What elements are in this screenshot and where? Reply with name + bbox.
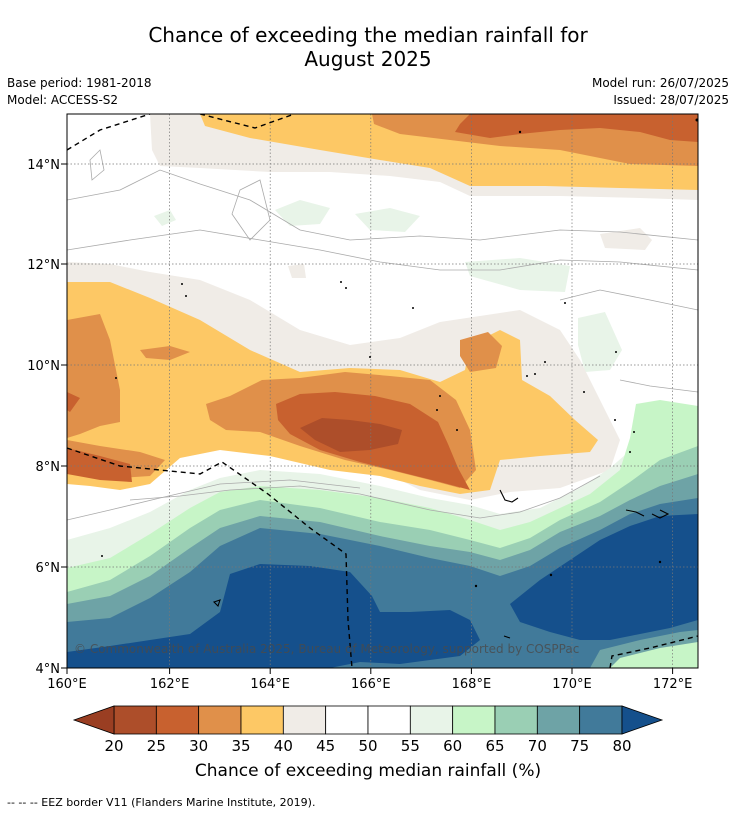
colorbar-segment	[282, 705, 327, 735]
eez-borders	[67, 114, 698, 668]
colorbar-tick-label: 40	[274, 737, 293, 755]
colorbar-low-extension	[72, 705, 115, 735]
region-25-30-mid	[67, 392, 470, 490]
graticule	[67, 114, 698, 668]
chart-title-line-2: August 2025	[304, 47, 432, 71]
colorbar-tick-label: 35	[231, 737, 250, 755]
patch-green-1	[275, 200, 330, 226]
patch-green-5	[154, 210, 176, 226]
lon-tick-label: 170°E	[552, 677, 592, 692]
lon-tick-label: 162°E	[150, 677, 190, 692]
colorbar-tick-label: 25	[147, 737, 166, 755]
region-60-65-bottom-right	[610, 642, 698, 668]
colorbar-tick-label: 55	[401, 737, 420, 755]
colorbar-segment	[536, 705, 581, 735]
patch-green-3	[465, 258, 570, 292]
colorbar-high-extension	[621, 705, 664, 735]
lat-tick-label: 14°N	[27, 158, 60, 173]
region-20-25-mid	[300, 418, 402, 452]
map-frame	[66, 113, 699, 669]
patch-green-4	[578, 312, 622, 372]
model-label: Model: ACCESS-S2	[7, 93, 119, 107]
colorbar-segment	[198, 705, 242, 735]
model-run-label: Model run: 26/07/2025	[591, 76, 729, 90]
map-plot-area: © Commonwealth of Australia 2025, Bureau…	[67, 114, 698, 668]
patch-cream-1	[600, 228, 652, 250]
colorbar-title: Chance of exceeding median rainfall (%)	[194, 761, 542, 781]
eez-border-note: -- -- -- EEZ border V11 (Flanders Marine…	[7, 796, 316, 809]
colorbar-tick-label: 75	[570, 737, 589, 755]
lon-tick-label: 172°E	[653, 677, 693, 692]
colorbar-tick-label: 30	[189, 737, 208, 755]
colorbar-segment	[325, 705, 369, 735]
lat-tick-label: 8°N	[36, 460, 61, 475]
lon-tick-label: 160°E	[47, 677, 87, 692]
colorbar-segment	[579, 705, 623, 735]
colorbar-tick-label: 50	[358, 737, 377, 755]
issued-label: Issued: 28/07/2025	[613, 93, 729, 107]
lat-tick-label: 6°N	[36, 561, 61, 576]
colorbar-tick-label: 70	[528, 737, 547, 755]
axis-ticks	[61, 163, 674, 674]
colorbar-segment	[494, 705, 538, 735]
lat-tick-label: 4°N	[36, 662, 61, 677]
lon-tick-label: 164°E	[250, 677, 290, 692]
chart-title-line-1: Chance of exceeding the median rainfall …	[148, 23, 588, 47]
region-25-30-top	[455, 114, 698, 142]
colorbar	[72, 705, 664, 735]
lon-tick-label: 168°E	[452, 677, 492, 692]
colorbar-tick-label: 65	[485, 737, 504, 755]
colorbar-tick-labels: 20 25 30 35 40 45 50 55 60 65 70 75 80	[104, 737, 631, 755]
colorbar-segment	[155, 705, 200, 735]
colorbar-segment	[409, 705, 454, 735]
lon-tick-label: 166°E	[351, 677, 391, 692]
atoll-outlines	[212, 489, 670, 639]
colorbar-segment	[452, 705, 496, 735]
colorbar-tick-label: 60	[443, 737, 462, 755]
colorbar-segment	[240, 705, 284, 735]
patch-green-2	[355, 208, 420, 232]
contour-lines	[67, 149, 698, 521]
lon-axis-labels: 160°E 162°E 164°E 166°E 168°E 170°E 172°…	[47, 677, 692, 692]
islands	[101, 118, 698, 588]
colorbar-tick-label: 80	[612, 737, 631, 755]
base-period-label: Base period: 1981-2018	[7, 76, 152, 90]
colorbar-segment	[113, 705, 157, 735]
patch-cream-2	[288, 264, 306, 278]
lat-tick-label: 12°N	[27, 258, 60, 273]
lat-axis-labels: 4°N 6°N 8°N 10°N 12°N 14°N	[27, 158, 60, 677]
copyright-notice: © Commonwealth of Australia 2025, Bureau…	[74, 642, 579, 656]
colorbar-segment	[367, 705, 411, 735]
region-above-80-low	[67, 514, 698, 668]
colorbar-tick-label: 20	[104, 737, 123, 755]
colorbar-tick-label: 45	[316, 737, 335, 755]
lat-tick-label: 10°N	[27, 359, 60, 374]
